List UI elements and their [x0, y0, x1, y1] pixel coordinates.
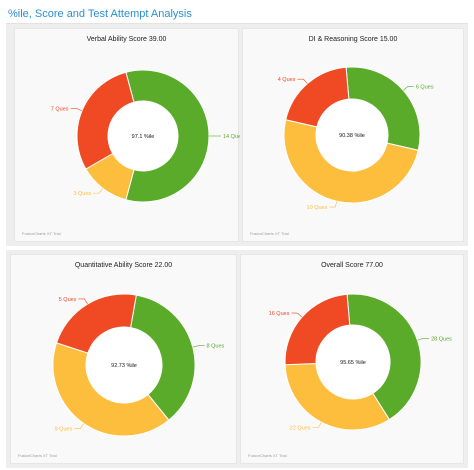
- chart-title: DI & Reasoning Score 15.00: [308, 36, 398, 43]
- slice-label: 8 Ques: [207, 344, 225, 350]
- di-reasoning-chart-panel: DI & Reasoning Score 15.00 6 Ques 10 Ques…: [242, 28, 464, 242]
- watermark-label: FusionCharts XT Trial: [22, 231, 61, 236]
- di-reasoning-donut-chart: 6 Ques 10 Ques 4 Ques 90.38 %ile: [278, 66, 434, 211]
- slice-leader-line: [78, 298, 88, 305]
- slice-leader-line: [70, 108, 83, 112]
- slice-label: 22 Ques: [290, 426, 311, 432]
- slice-label: 3 Ques: [73, 191, 91, 197]
- donut-slice[interactable]: [284, 362, 390, 431]
- slice-label: 7 Ques: [51, 106, 69, 112]
- donut-slice[interactable]: [285, 66, 350, 128]
- overall-score-donut-chart: 28 Ques 22 Ques 16 Ques 95.65 %ile: [269, 293, 452, 432]
- donut-slice[interactable]: [283, 119, 419, 204]
- donut-slice[interactable]: [76, 71, 135, 170]
- quantitative-ability-chart-panel: Quantitative Ability Score 22.00 8 Ques 9…: [10, 254, 237, 464]
- slice-leader-line: [291, 312, 303, 318]
- slice-leader-line: [329, 201, 337, 208]
- slice-leader-line: [417, 338, 430, 341]
- chart-title: Overall Score 77.00: [321, 262, 383, 269]
- slice-leader-line: [312, 422, 322, 428]
- slice-label: 4 Ques: [278, 77, 296, 83]
- watermark-label: FusionCharts XT Trial: [250, 231, 289, 236]
- donut-hole: [316, 325, 390, 399]
- slice-leader-line: [192, 345, 205, 348]
- donut-slice[interactable]: [346, 293, 422, 421]
- donut-hole: [316, 99, 388, 171]
- page-title: %ile, Score and Test Attempt Analysis: [8, 8, 192, 20]
- slice-label: 9 Ques: [55, 426, 73, 432]
- verbal-ability-donut-chart: 14 Ques 3 Ques 7 Ques 97.1 %ile: [51, 69, 240, 203]
- donut-slice[interactable]: [345, 66, 421, 151]
- overall-score-chart-panel: Overall Score 77.00 28 Ques 22 Ques 16 Que…: [240, 254, 464, 464]
- verbal-ability-chart-panel: Verbal Ability Score 39.00 14 Ques 3 Ques…: [14, 28, 240, 242]
- center-percentile-label: 92.73 %ile: [111, 363, 137, 369]
- slice-leader-line: [297, 78, 308, 84]
- slice-leader-line: [93, 188, 104, 194]
- slice-label: 10 Ques: [307, 205, 328, 211]
- slice-label: 14 Ques: [223, 134, 240, 140]
- slice-label: 28 Ques: [431, 336, 452, 342]
- donut-slice[interactable]: [284, 293, 351, 366]
- donut-hole: [108, 101, 178, 171]
- center-percentile-label: 90.38 %ile: [339, 133, 365, 139]
- slice-label: 16 Ques: [269, 311, 290, 317]
- slice-label: 5 Ques: [59, 297, 77, 303]
- center-percentile-label: 97.1 %ile: [132, 134, 155, 140]
- donut-hole: [86, 327, 162, 403]
- chart-title: Verbal Ability Score 39.00: [86, 36, 167, 43]
- slice-leader-line: [74, 423, 84, 429]
- title-divider: [6, 23, 468, 24]
- quantitative-ability-donut-chart: 8 Ques 9 Ques 5 Ques 92.73 %ile: [52, 293, 225, 437]
- donut-slice[interactable]: [55, 293, 137, 354]
- watermark-label: FusionCharts XT Trial: [248, 453, 287, 458]
- donut-slice[interactable]: [130, 294, 196, 421]
- slice-label: 6 Ques: [416, 84, 434, 90]
- center-percentile-label: 95.65 %ile: [340, 360, 366, 366]
- chart-title: Quantitative Ability Score 22.00: [74, 262, 173, 269]
- donut-slice[interactable]: [125, 69, 210, 203]
- watermark-label: FusionCharts XT Trial: [18, 453, 57, 458]
- slice-leader-line: [403, 86, 414, 91]
- donut-slice[interactable]: [52, 342, 170, 437]
